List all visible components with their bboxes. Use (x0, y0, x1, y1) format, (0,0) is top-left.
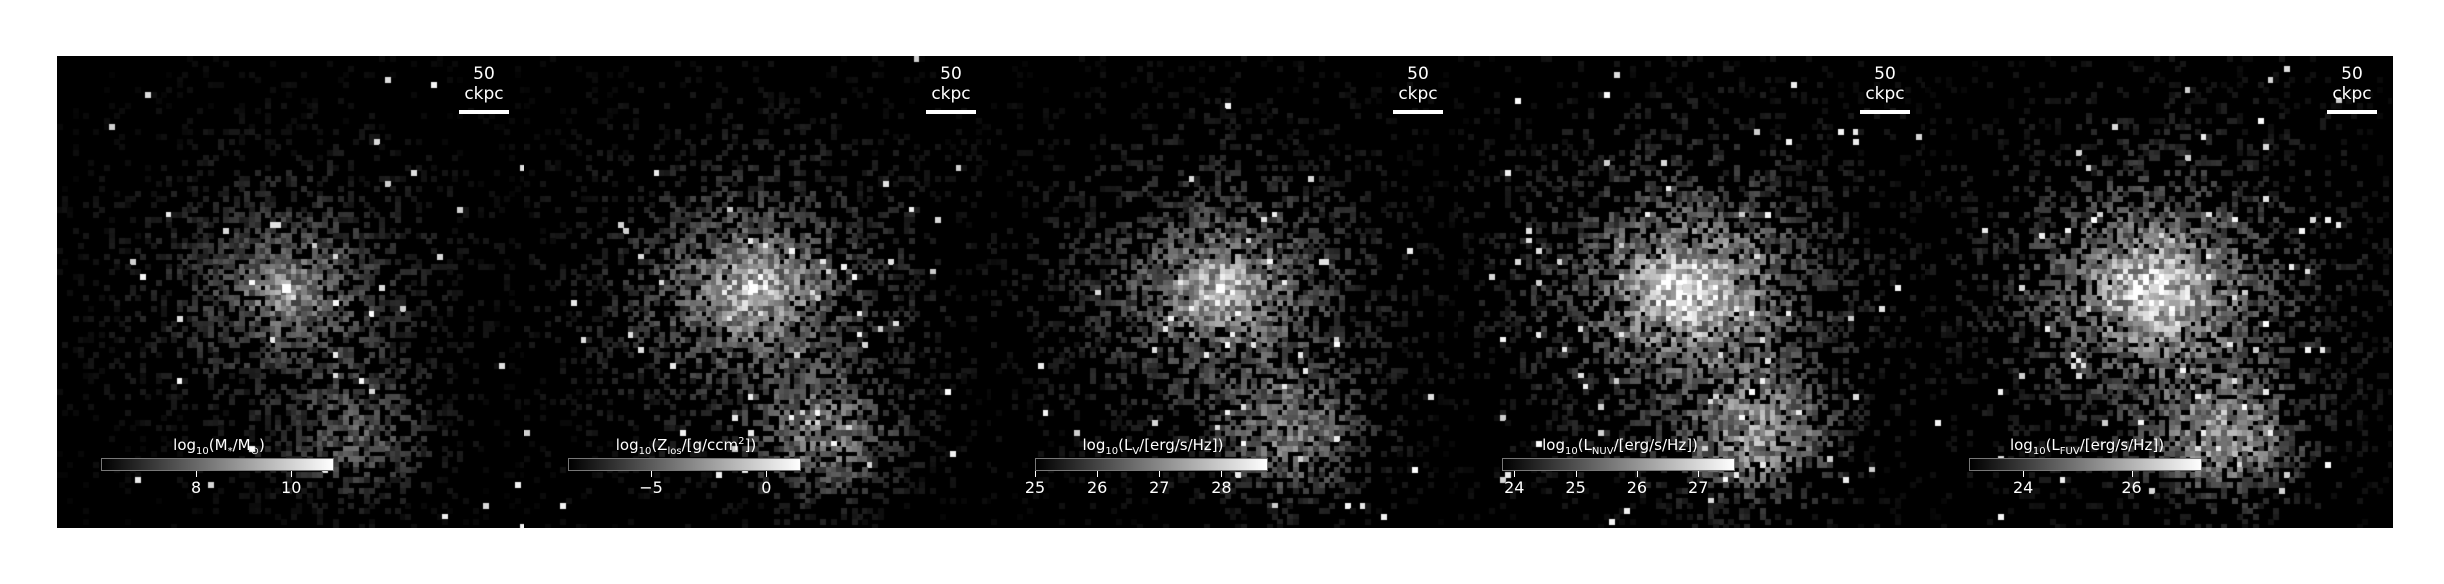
scale-bar-line (1393, 110, 1443, 114)
scale-bar: 50 ckpc (1388, 64, 1448, 114)
scale-bar-line (2327, 110, 2377, 114)
colorbar-tick-label: −5 (639, 478, 663, 497)
pixel-map-luminosity-nuv (1458, 56, 1925, 528)
colorbar-tick (291, 471, 293, 477)
colorbar-tick-label: 26 (2121, 478, 2142, 497)
colorbar-label: log10(LFUV/[erg/s/Hz]) (2009, 436, 2165, 457)
colorbar-tick (1575, 471, 1577, 477)
scale-bar-label: 50 ckpc (2332, 64, 2372, 104)
scale-bar: 50 ckpc (921, 64, 981, 114)
map-panel-luminosity-fuv: 50 ckpc log10(LFUV/[erg/s/Hz]) 24 26 (1925, 56, 2392, 528)
colorbar-tick-label: 24 (2012, 478, 2034, 497)
scale-bar-line (1860, 110, 1910, 114)
colorbar-tick-label: 27 (1688, 478, 1709, 497)
colorbar-tick (2131, 471, 2133, 477)
colorbar-tick (766, 471, 768, 477)
map-panel-stellar-mass: 50 ckpc log10(M*/M⊙) 8 10 (57, 56, 524, 528)
scale-bar-label: 50 ckpc (931, 64, 971, 104)
colorbar-label: log10(LNUV/[erg/s/Hz]) (1542, 436, 1698, 457)
scale-bar-label: 50 ckpc (1865, 64, 1905, 104)
colorbar-tick-label: 25 (1565, 478, 1586, 497)
colorbar-tick-label: 8 (191, 478, 202, 497)
colorbar-tick (1035, 471, 1036, 477)
colorbar-tick (1097, 471, 1099, 477)
colorbar-tick (2023, 471, 2025, 477)
colorbar-tick (1159, 471, 1161, 477)
colorbar-tick (651, 471, 653, 477)
pixel-map-luminosity-v (991, 56, 1458, 528)
scale-bar: 50 ckpc (1855, 64, 1915, 114)
colorbar-label: log10(Zlos/[g/ccm2]) (615, 436, 757, 457)
colorbar-tick-label: 24 (1504, 478, 1525, 497)
colorbar-gradient (1502, 458, 1735, 471)
colorbar-tick (196, 471, 198, 477)
colorbar-tick-label: 25 (1024, 478, 1046, 497)
colorbar-tick-label: 0 (761, 478, 772, 497)
map-panel-luminosity-v: 50 ckpc log10(LV/[erg/s/Hz]) 25 26 27 28 (991, 56, 1458, 528)
pixel-map-luminosity-fuv (1925, 56, 2392, 528)
scale-bar-label: 50 ckpc (464, 64, 504, 104)
pixel-map-metallicity (524, 56, 991, 528)
scale-bar-line (459, 110, 509, 114)
colorbar-tick (1698, 471, 1700, 477)
colorbar-tick-label: 26 (1086, 478, 1108, 497)
figure-strip: 50 ckpc log10(M*/M⊙) 8 10 50 ckpc log10(Zlos/… (57, 56, 2393, 528)
scale-bar: 50 ckpc (2322, 64, 2382, 114)
colorbar-gradient (101, 458, 334, 471)
scale-bar-line (926, 110, 976, 114)
colorbar-gradient (1969, 458, 2202, 471)
colorbar-gradient (568, 458, 801, 471)
colorbar-label: log10(LV/[erg/s/Hz]) (1082, 436, 1224, 457)
colorbar-tick (1514, 471, 1516, 477)
map-panel-metallicity: 50 ckpc log10(Zlos/[g/ccm2]) −5 0 (524, 56, 991, 528)
scale-bar-label: 50 ckpc (1398, 64, 1438, 104)
map-panel-luminosity-nuv: 50 ckpc log10(LNUV/[erg/s/Hz]) 24 25 26 27 (1458, 56, 1925, 528)
colorbar-gradient (1035, 458, 1268, 471)
colorbar-tick-label: 27 (1149, 478, 1170, 497)
colorbar-tick-label: 28 (1211, 478, 1232, 497)
colorbar-label: log10(M*/M⊙) (173, 436, 265, 457)
colorbar-tick-label: 10 (281, 478, 302, 497)
colorbar-tick-label: 26 (1626, 478, 1648, 497)
colorbar-tick (1636, 471, 1638, 477)
scale-bar: 50 ckpc (454, 64, 514, 114)
pixel-map-stellar-mass (57, 56, 524, 528)
colorbar-tick (1221, 471, 1223, 477)
